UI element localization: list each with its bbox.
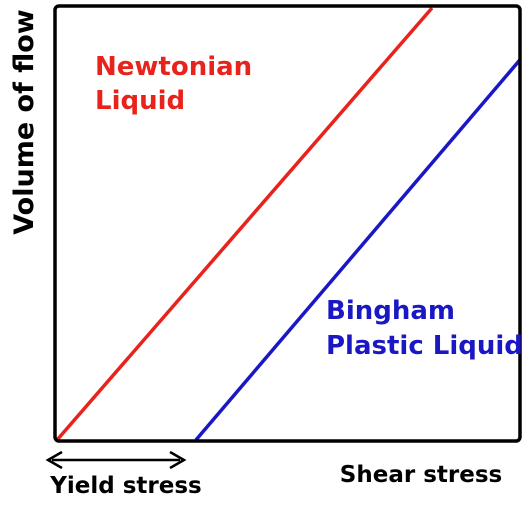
yield-stress-arrow-right-head-icon	[169, 450, 187, 470]
y-axis-label: Volume of flow	[9, 9, 40, 235]
plot-frame	[53, 4, 522, 443]
bingham-series-label: Bingham Plastic Liquid	[326, 296, 523, 361]
bingham-label-line-1: Bingham	[326, 296, 455, 326]
newtonian-series-line	[55, 6, 434, 441]
yield-stress-arrow-left-head-icon	[45, 450, 63, 470]
newtonian-label-line-2: Liquid	[95, 86, 185, 116]
bingham-series-line	[194, 58, 520, 441]
newtonian-series-label: Newtonian Liquid	[95, 52, 261, 116]
yield-stress-annotation: Yield stress	[45, 450, 202, 499]
series-layer	[55, 6, 520, 441]
newtonian-label-line-1: Newtonian	[95, 52, 252, 82]
bingham-label-line-2: Plastic Liquid	[326, 331, 523, 361]
yield-stress-label: Yield stress	[49, 473, 202, 499]
x-axis-label: Shear stress	[340, 462, 502, 488]
